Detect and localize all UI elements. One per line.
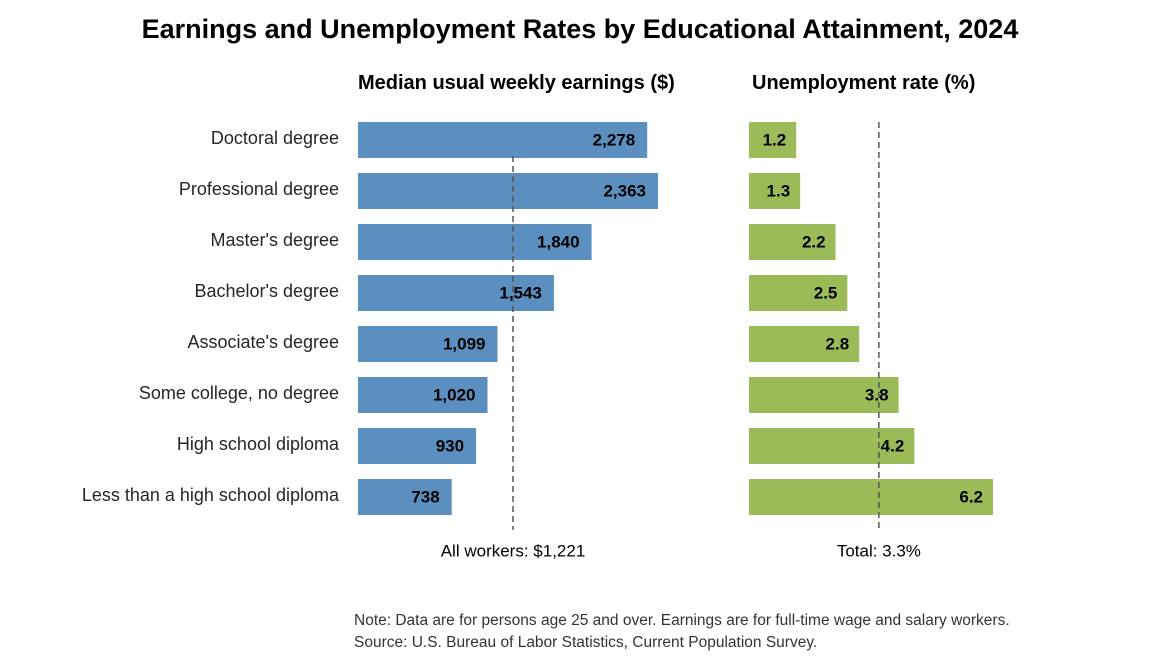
unemployment-bar (749, 275, 848, 311)
earnings-bar (358, 377, 488, 413)
category-label: Bachelor's degree (194, 281, 339, 301)
unemployment-bar (749, 326, 860, 362)
unemployment-value-label: 2.8 (826, 334, 850, 353)
earnings-panel-title: Median usual weekly earnings ($) (358, 72, 675, 94)
unemployment-value-label: 4.2 (881, 436, 905, 455)
earnings-bar (358, 224, 592, 260)
earnings-reference-label: All workers: $1,221 (441, 541, 586, 560)
chart-note: Note: Data are for persons age 25 and ov… (354, 612, 1010, 629)
category-label: Some college, no degree (139, 383, 339, 403)
earnings-value-label: 738 (411, 487, 439, 506)
earnings-bar (358, 122, 648, 158)
category-label: Professional degree (179, 179, 339, 199)
unemployment-reference-label: Total: 3.3% (837, 541, 921, 560)
earnings-value-label: 2,278 (593, 130, 636, 149)
unemployment-value-label: 2.2 (802, 232, 826, 251)
earnings-bar (358, 428, 477, 464)
earnings-value-label: 1,543 (499, 283, 542, 302)
earnings-value-label: 1,840 (537, 232, 580, 251)
unemployment-bar (749, 224, 836, 260)
category-label: Associate's degree (187, 332, 339, 352)
earnings-bar (358, 173, 658, 209)
unemployment-value-label: 3.8 (865, 385, 889, 404)
unemployment-panel-title: Unemployment rate (%) (752, 72, 976, 94)
chart-canvas: Doctoral degree Professional degree Master… (82, 122, 993, 560)
unemployment-value-label: 2.5 (814, 283, 838, 302)
earnings-value-label: 2,363 (603, 181, 646, 200)
unemployment-value-label: 6.2 (959, 487, 983, 506)
unemployment-bar (749, 377, 899, 413)
earnings-bar (358, 326, 498, 362)
category-label: Doctoral degree (211, 128, 339, 148)
chart-title: Earnings and Unemployment Rates by Educa… (141, 14, 1019, 44)
earnings-bar (358, 479, 452, 515)
category-label: Less than a high school diploma (82, 485, 340, 505)
unemployment-bar (749, 428, 915, 464)
chart-source: Source: U.S. Bureau of Labor Statistics,… (354, 634, 818, 651)
earnings-value-label: 930 (436, 436, 464, 455)
category-label: High school diploma (177, 434, 340, 454)
category-label: Master's degree (211, 230, 340, 250)
earnings-value-label: 1,099 (443, 334, 486, 353)
unemployment-value-label: 1.3 (767, 181, 791, 200)
unemployment-bar (749, 479, 993, 515)
unemployment-value-label: 1.2 (763, 130, 787, 149)
unemployment-bar (749, 122, 797, 158)
earnings-bar (358, 275, 554, 311)
unemployment-bar (749, 173, 801, 209)
earnings-value-label: 1,020 (433, 385, 476, 404)
